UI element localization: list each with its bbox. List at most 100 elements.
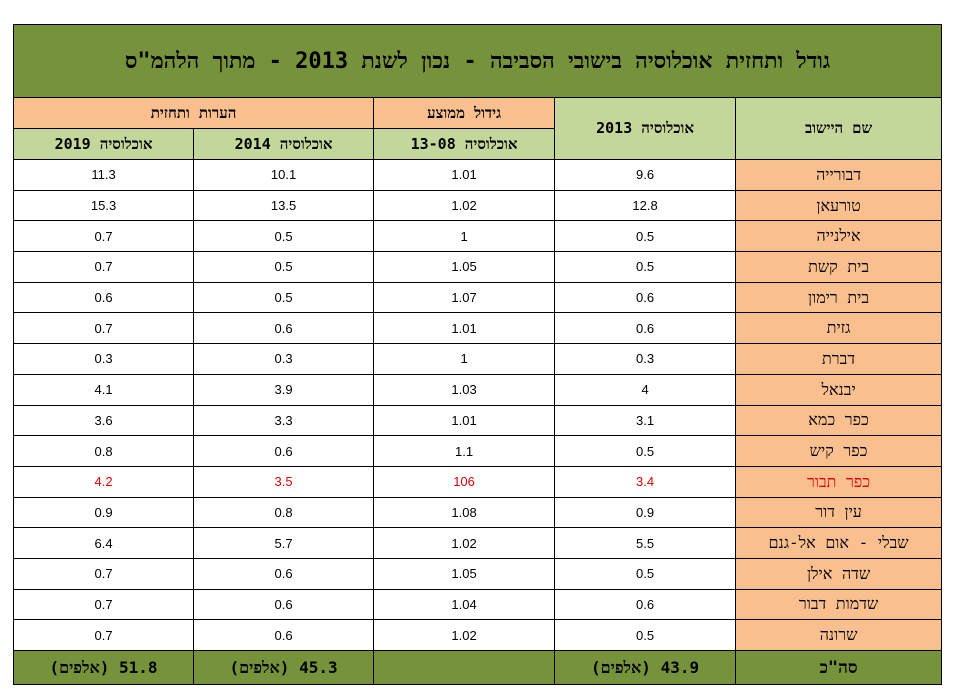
population-2019-cell: 0.7 [12, 619, 195, 651]
population-2019-cell: 15.3 [12, 189, 195, 222]
population-2019-cell: 0.7 [12, 251, 195, 283]
settlement-name-cell: כפר קיש [735, 435, 943, 467]
population-2019-cell: 0.7 [12, 220, 195, 253]
table-row: טורעאן 12.8 1.02 13.5 15.3 [12, 189, 943, 222]
settlement-name-cell: אילנייה [735, 220, 943, 253]
population-2014-cell: 0.6 [193, 619, 375, 651]
totals-population-2014: 45.3 (אלפים) [193, 650, 375, 685]
settlement-name-cell: טורעאן [735, 189, 943, 222]
population-2013-cell: 0.5 [554, 619, 737, 651]
settlement-name-cell: שבלי - אום אל-גנם [735, 527, 943, 559]
totals-population-2019: 51.8 (אלפים) [12, 650, 195, 685]
average-growth-cell: 106 [373, 465, 556, 498]
population-2019-cell: 0.7 [12, 312, 195, 345]
population-2014-cell: 5.7 [193, 527, 375, 559]
header-row-2: אוכלוסיה 13-08 אוכלוסיה 2014 אוכלוסיה 20… [12, 128, 942, 160]
population-2013-cell: 3.1 [554, 404, 737, 437]
population-2014-cell: 0.5 [193, 251, 375, 283]
population-2014-cell: 3.9 [193, 373, 375, 406]
header-settlement-name: שם היישוב [735, 97, 943, 160]
population-2014-cell: 3.3 [193, 404, 375, 437]
table-row: עין דור 0.9 1.08 0.8 0.9 [12, 496, 943, 529]
population-2013-cell: 5.5 [554, 527, 737, 559]
average-growth-cell: 1 [373, 343, 556, 375]
population-2014-cell: 0.5 [193, 281, 375, 314]
table-body: דבורייה 9.6 1.01 10.1 11.3 טורעאן 12.8 1.02 13.5… [12, 159, 943, 651]
settlement-name-cell: דברת [735, 343, 943, 375]
table-row: שדה אילן 0.5 1.05 0.6 0.7 [12, 557, 943, 590]
population-2014-cell: 13.5 [193, 189, 375, 222]
population-2013-cell: 0.5 [554, 435, 737, 467]
table-row: דברת 0.3 1 0.3 0.3 [12, 343, 943, 375]
population-2014-cell: 0.6 [193, 588, 375, 621]
population-2013-cell: 0.5 [554, 220, 737, 253]
average-growth-cell: 1 [373, 220, 556, 253]
population-2019-cell: 4.1 [12, 373, 195, 406]
population-2013-cell: 0.6 [554, 281, 737, 314]
table-row: גזית 0.6 1.01 0.6 0.7 [12, 312, 943, 345]
settlement-name-cell: שדה אילן [735, 557, 943, 590]
table-row: בית קשת 0.5 1.05 0.5 0.7 [12, 251, 943, 283]
average-growth-cell: 1.01 [373, 312, 556, 345]
totals-growth [373, 650, 556, 685]
population-2019-cell: 3.6 [12, 404, 195, 437]
title-row: גודל ותחזית אוכלוסיה בישובי הסביבה - נכו… [12, 24, 943, 98]
average-growth-cell: 1.1 [373, 435, 556, 467]
header-population-2014: אוכלוסיה 2014 [193, 128, 375, 160]
table-row: שבלי - אום אל-גנם 5.5 1.02 5.7 6.4 [12, 527, 943, 559]
population-2013-cell: 0.5 [554, 557, 737, 590]
population-2014-cell: 0.6 [193, 312, 375, 345]
settlement-name-cell: שדמות דבור [735, 588, 943, 621]
population-2014-cell: 0.6 [193, 557, 375, 590]
settlement-name-cell: כפר כמא [735, 404, 943, 437]
population-2014-cell: 0.8 [193, 496, 375, 529]
table-row: בית רימון 0.6 1.07 0.5 0.6 [12, 281, 943, 314]
average-growth-cell: 1.02 [373, 619, 556, 651]
table-row: שרונה 0.5 1.02 0.6 0.7 [12, 619, 943, 651]
average-growth-cell: 1.07 [373, 281, 556, 314]
settlement-name-cell: בית רימון [735, 281, 943, 314]
population-table: גודל ותחזית אוכלוסיה בישובי הסביבה - נכו… [12, 24, 943, 685]
population-2014-cell: 0.5 [193, 220, 375, 253]
population-2013-cell: 0.6 [554, 312, 737, 345]
table-row: דבורייה 9.6 1.01 10.1 11.3 [12, 159, 943, 191]
table-row: כפר קיש 0.5 1.1 0.6 0.8 [12, 435, 943, 467]
population-2019-cell: 0.7 [12, 557, 195, 590]
header-notes-forecast: הערות ותחזית [12, 97, 375, 129]
average-growth-cell: 1.05 [373, 251, 556, 283]
population-2019-cell: 6.4 [12, 527, 195, 559]
average-growth-cell: 1.01 [373, 404, 556, 437]
header-population-2013: אוכלוסיה 2013 [554, 97, 737, 160]
population-2019-cell: 0.9 [12, 496, 195, 529]
population-2013-cell: 0.3 [554, 343, 737, 375]
population-2013-cell: 0.6 [554, 588, 737, 621]
population-2013-cell: 0.5 [554, 251, 737, 283]
population-2013-cell: 12.8 [554, 189, 737, 222]
header-growth-period: אוכלוסיה 13-08 [373, 128, 556, 160]
population-2013-cell: 9.6 [554, 159, 737, 191]
population-2019-cell: 0.6 [12, 281, 195, 314]
totals-label: סה"כ [735, 650, 943, 685]
table-row: כפר תבור 3.4 106 3.5 4.2 [12, 465, 943, 498]
average-growth-cell: 1.02 [373, 189, 556, 222]
population-2019-cell: 4.2 [12, 465, 195, 498]
population-2014-cell: 0.6 [193, 435, 375, 467]
totals-population-2013: 43.9 (אלפים) [554, 650, 737, 685]
settlement-name-cell: יבנאל [735, 373, 943, 406]
average-growth-cell: 1.03 [373, 373, 556, 406]
table-row: כפר כמא 3.1 1.01 3.3 3.6 [12, 404, 943, 437]
table-row: שדמות דבור 0.6 1.04 0.6 0.7 [12, 588, 943, 621]
population-2019-cell: 11.3 [12, 159, 195, 191]
average-growth-cell: 1.08 [373, 496, 556, 529]
settlement-name-cell: גזית [735, 312, 943, 345]
average-growth-cell: 1.01 [373, 159, 556, 191]
population-2014-cell: 3.5 [193, 465, 375, 498]
table-title: גודל ותחזית אוכלוסיה בישובי הסביבה - נכו… [12, 24, 943, 98]
population-2014-cell: 0.3 [193, 343, 375, 375]
header-row-1: שם היישוב אוכלוסיה 2013 גידול ממוצע הערו… [12, 97, 943, 160]
header-average-growth: גידול ממוצע [373, 97, 556, 129]
table-row: אילנייה 0.5 1 0.5 0.7 [12, 220, 943, 253]
population-2014-cell: 10.1 [193, 159, 375, 191]
population-2013-cell: 0.9 [554, 496, 737, 529]
settlement-name-cell: עין דור [735, 496, 943, 529]
